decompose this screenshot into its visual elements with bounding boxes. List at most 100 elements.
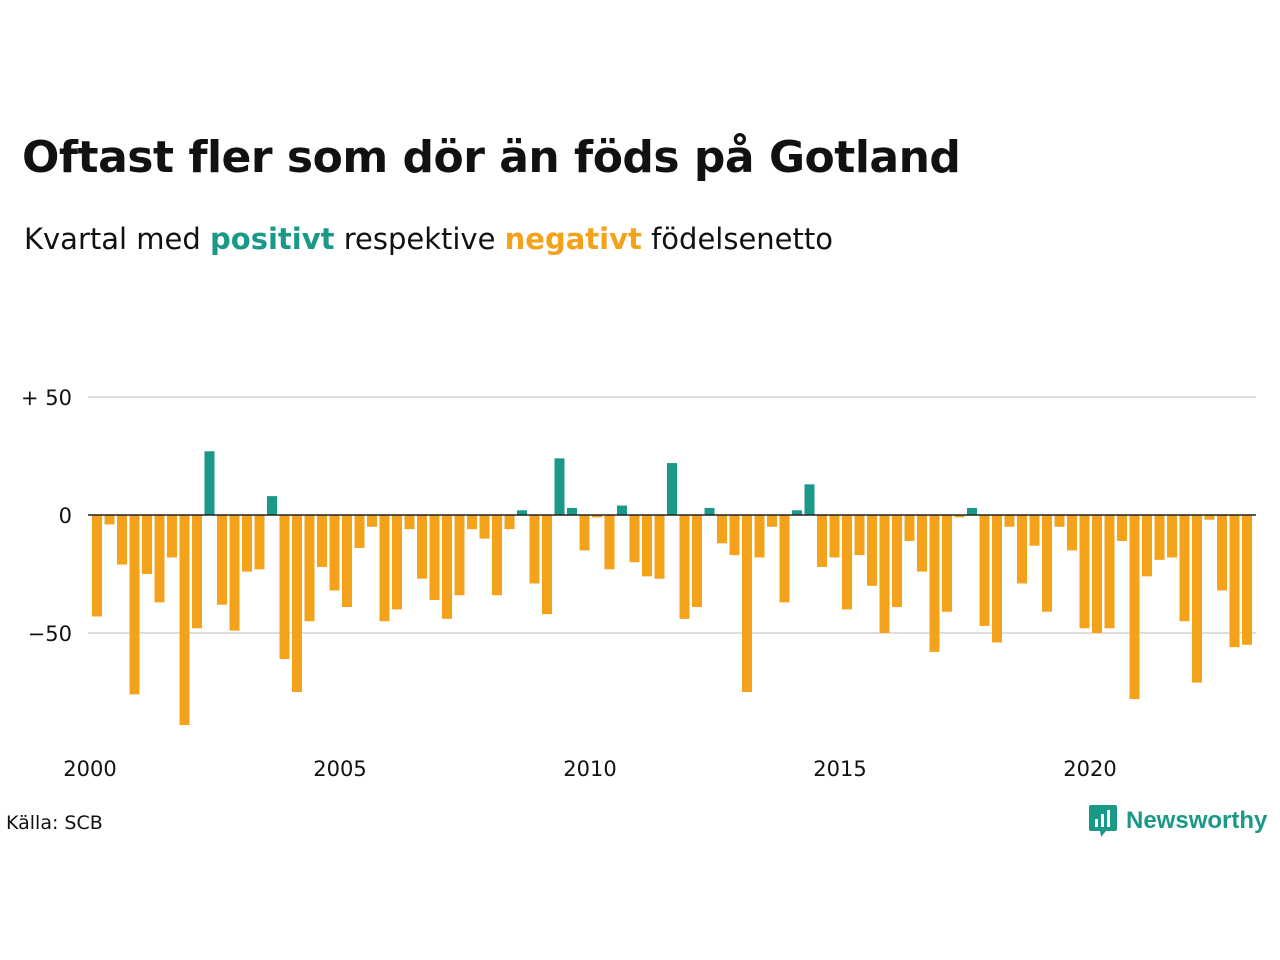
bar xyxy=(867,515,877,586)
y-tick-label: 0 xyxy=(59,504,72,528)
bar xyxy=(204,451,215,515)
bar xyxy=(1029,515,1040,546)
bar xyxy=(954,515,965,518)
bar xyxy=(1217,515,1227,591)
bar xyxy=(179,515,190,726)
bar xyxy=(692,515,702,608)
newsworthy-chat-chart-icon xyxy=(1089,805,1117,837)
bar-chart: + 50 0 −50 2000 2005 2010 2015 2020 xyxy=(21,386,1256,781)
bar xyxy=(104,515,115,525)
bar xyxy=(1004,515,1015,527)
bar xyxy=(554,458,565,515)
bar xyxy=(1117,515,1127,541)
bar xyxy=(429,515,440,600)
bar xyxy=(454,515,465,596)
bar xyxy=(667,463,677,515)
bar xyxy=(567,507,577,515)
bar xyxy=(1229,515,1240,648)
bar xyxy=(1192,515,1202,683)
bar xyxy=(1079,515,1090,629)
bar xyxy=(779,515,790,603)
bar xyxy=(729,515,740,556)
bar xyxy=(617,505,627,515)
bar xyxy=(792,510,802,515)
bar xyxy=(1167,515,1177,558)
bar xyxy=(967,507,977,515)
bar xyxy=(804,484,815,515)
bar xyxy=(754,515,765,558)
bar xyxy=(879,515,890,633)
brand-name: Newsworthy xyxy=(1126,807,1268,834)
bar xyxy=(1054,515,1065,527)
x-tick-label: 2015 xyxy=(813,757,866,781)
bar xyxy=(529,515,540,584)
bar xyxy=(267,496,277,515)
y-tick-label: + 50 xyxy=(21,386,72,410)
bar xyxy=(354,515,365,549)
bar xyxy=(154,515,165,603)
bar xyxy=(254,515,265,570)
bar xyxy=(417,515,427,579)
bar xyxy=(767,515,777,527)
bar xyxy=(167,515,177,558)
bar xyxy=(542,515,552,615)
bar xyxy=(229,515,240,631)
bar xyxy=(742,515,752,692)
bar xyxy=(1104,515,1115,629)
bar xyxy=(579,515,590,551)
bar xyxy=(929,515,940,652)
bar xyxy=(342,515,352,608)
x-tick-label: 2000 xyxy=(63,757,116,781)
bar xyxy=(1154,515,1165,560)
bar xyxy=(654,515,665,579)
subtitle-prefix: Kvartal med xyxy=(24,222,211,256)
bar xyxy=(442,515,452,619)
bar xyxy=(92,515,102,617)
y-tick-label: −50 xyxy=(28,622,72,646)
bar xyxy=(979,515,990,626)
bar xyxy=(242,515,252,572)
bar xyxy=(479,515,490,539)
bar xyxy=(892,515,902,608)
bar xyxy=(704,507,715,515)
bar xyxy=(679,515,690,619)
bar xyxy=(904,515,915,541)
bar xyxy=(592,515,602,518)
subtitle-suffix: födelsenetto xyxy=(641,222,833,256)
bar xyxy=(367,515,377,527)
x-tick-label: 2020 xyxy=(1063,757,1116,781)
bar xyxy=(404,515,415,530)
bar xyxy=(317,515,327,567)
bar xyxy=(1142,515,1152,577)
bar xyxy=(279,515,290,659)
bar xyxy=(817,515,827,567)
bar xyxy=(842,515,852,610)
bar xyxy=(392,515,402,610)
bar xyxy=(717,515,727,544)
chart-title: Oftast fler som dör än föds på Gotland xyxy=(22,132,961,183)
bar xyxy=(492,515,502,596)
bar xyxy=(604,515,615,570)
subtitle-negative-word: negativt xyxy=(504,222,642,256)
bar xyxy=(517,510,527,515)
bar xyxy=(642,515,652,577)
bar xyxy=(292,515,302,692)
chart-subtitle: Kvartal med positivt respektive negativt… xyxy=(24,222,833,256)
bar xyxy=(1242,515,1252,645)
bar xyxy=(304,515,315,622)
bar xyxy=(129,515,140,695)
bar xyxy=(329,515,340,591)
bar xyxy=(1017,515,1027,584)
newsworthy-logo: Newsworthy xyxy=(1088,804,1267,838)
subtitle-middle: respektive xyxy=(334,222,505,256)
bar xyxy=(467,515,477,530)
subtitle-positive-word: positivt xyxy=(210,222,335,256)
bar xyxy=(854,515,865,556)
x-tick-label: 2005 xyxy=(313,757,366,781)
bar xyxy=(117,515,127,565)
x-tick-label: 2010 xyxy=(563,757,616,781)
bar xyxy=(504,515,515,530)
bar xyxy=(379,515,390,622)
bar xyxy=(217,515,227,605)
bar xyxy=(829,515,840,558)
